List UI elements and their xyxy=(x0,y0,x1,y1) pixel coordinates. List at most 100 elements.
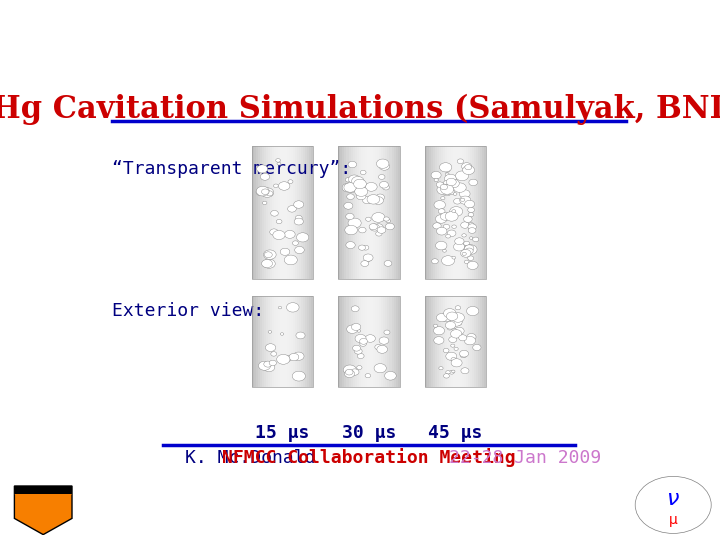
Circle shape xyxy=(451,359,462,367)
Bar xyxy=(353,295,355,387)
Bar xyxy=(282,295,284,387)
Bar xyxy=(387,146,390,279)
Circle shape xyxy=(261,189,269,194)
Bar xyxy=(355,146,356,279)
Circle shape xyxy=(454,183,466,192)
Circle shape xyxy=(468,213,474,217)
Circle shape xyxy=(438,367,443,370)
Circle shape xyxy=(357,329,361,332)
Bar xyxy=(256,146,258,279)
Text: NFMCC Collaboration Meeting: NFMCC Collaboration Meeting xyxy=(222,448,516,467)
Circle shape xyxy=(365,374,371,377)
Circle shape xyxy=(365,256,372,261)
Circle shape xyxy=(464,245,477,254)
Circle shape xyxy=(344,202,353,209)
Bar xyxy=(480,146,482,279)
Bar xyxy=(484,295,486,387)
Circle shape xyxy=(449,336,457,342)
Bar xyxy=(369,146,371,279)
Bar xyxy=(394,146,395,279)
Bar xyxy=(348,146,351,279)
Circle shape xyxy=(276,159,281,162)
Circle shape xyxy=(354,179,366,188)
Circle shape xyxy=(452,256,456,259)
Circle shape xyxy=(280,248,290,255)
Circle shape xyxy=(460,198,465,201)
Circle shape xyxy=(351,369,359,375)
Bar xyxy=(474,146,476,279)
Circle shape xyxy=(465,247,472,252)
Circle shape xyxy=(460,243,465,247)
Bar xyxy=(383,146,385,279)
Bar xyxy=(425,295,486,387)
Bar xyxy=(338,295,341,387)
Circle shape xyxy=(440,184,448,190)
Bar xyxy=(293,295,294,387)
Bar xyxy=(294,295,297,387)
Circle shape xyxy=(354,348,362,354)
Bar xyxy=(289,295,291,387)
Bar xyxy=(429,146,431,279)
Bar xyxy=(476,146,478,279)
Circle shape xyxy=(431,171,441,179)
Circle shape xyxy=(367,194,379,204)
Bar xyxy=(444,295,445,387)
Circle shape xyxy=(467,334,476,340)
Text: 15 μs: 15 μs xyxy=(256,424,310,442)
Bar xyxy=(427,295,429,387)
Bar xyxy=(454,295,456,387)
Circle shape xyxy=(451,329,462,338)
Bar xyxy=(356,295,359,387)
Circle shape xyxy=(442,188,451,196)
Circle shape xyxy=(289,353,299,361)
Bar xyxy=(445,295,447,387)
Circle shape xyxy=(446,234,451,238)
Circle shape xyxy=(379,181,388,188)
Circle shape xyxy=(457,159,464,164)
Circle shape xyxy=(359,227,366,233)
Circle shape xyxy=(362,197,372,204)
Circle shape xyxy=(357,354,364,359)
Bar xyxy=(379,295,382,387)
Circle shape xyxy=(438,209,445,214)
Circle shape xyxy=(377,227,386,233)
Circle shape xyxy=(271,211,279,216)
Bar xyxy=(451,295,454,387)
Circle shape xyxy=(363,254,373,261)
Bar xyxy=(281,295,282,387)
Bar xyxy=(293,146,294,279)
Bar xyxy=(457,146,459,279)
Circle shape xyxy=(359,339,367,345)
Bar xyxy=(301,146,303,279)
Circle shape xyxy=(348,175,360,184)
Circle shape xyxy=(384,372,396,380)
Circle shape xyxy=(356,193,366,200)
Bar xyxy=(268,146,270,279)
Bar xyxy=(291,146,293,279)
Bar xyxy=(262,295,264,387)
Circle shape xyxy=(385,223,395,230)
Text: Hg Cavitation Simulations (Samulyak, BNL): Hg Cavitation Simulations (Samulyak, BNL… xyxy=(0,94,720,125)
Circle shape xyxy=(453,207,458,211)
Circle shape xyxy=(344,183,356,192)
Circle shape xyxy=(348,180,358,188)
Bar xyxy=(382,295,383,387)
Circle shape xyxy=(344,370,355,377)
Circle shape xyxy=(266,191,273,196)
Text: 45 μs: 45 μs xyxy=(428,424,482,442)
Circle shape xyxy=(462,163,472,170)
Circle shape xyxy=(386,219,391,223)
Bar xyxy=(464,295,466,387)
Circle shape xyxy=(434,178,438,181)
Circle shape xyxy=(462,234,467,237)
Circle shape xyxy=(459,190,470,198)
Polygon shape xyxy=(14,486,72,535)
Bar xyxy=(311,146,313,279)
Circle shape xyxy=(376,231,382,236)
Circle shape xyxy=(376,194,384,200)
Bar xyxy=(270,146,272,279)
Bar xyxy=(447,146,449,279)
Circle shape xyxy=(256,188,266,195)
Circle shape xyxy=(459,196,471,204)
Circle shape xyxy=(444,374,449,378)
